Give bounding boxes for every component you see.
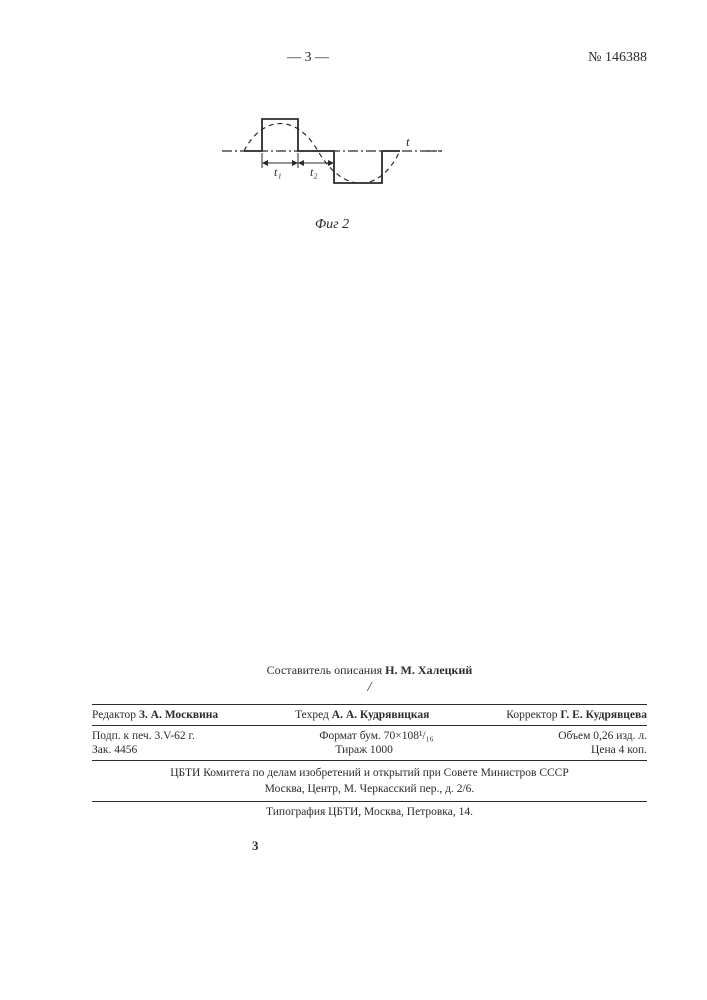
page-header: — 3 — № 146388 — [92, 50, 647, 66]
corrector-block: Корректор Г. Е. Кудрявцева — [506, 709, 647, 721]
waveform-svg: t t₁ t₂ — [222, 106, 442, 206]
corrector-name: Г. Е. Кудрявцева — [560, 709, 647, 721]
rule-3 — [92, 760, 647, 761]
imprint-row-1: Подп. к печ. 3.V-62 г. Формат бум. 70×10… — [92, 730, 647, 742]
credits-row: Редактор З. А. Москвина Техред А. А. Куд… — [92, 709, 647, 721]
volume: Объем 0,26 изд. л. — [558, 730, 647, 742]
page-marker-top: — 3 — — [287, 50, 329, 66]
typography-line: Типография ЦБТИ, Москва, Петровка, 14. — [92, 806, 647, 818]
editor-role: Редактор — [92, 709, 139, 721]
figure-2: t t₁ t₂ Фиг 2 — [222, 106, 442, 233]
axis-label-t: t — [406, 134, 410, 149]
document-number: № 146388 — [588, 50, 647, 66]
price: Цена 4 коп. — [591, 744, 647, 756]
arrow-t1-left — [262, 160, 268, 166]
committee-line-2: Москва, Центр, М. Черкасский пер., д. 2/… — [92, 781, 647, 797]
paper-format: Формат бум. 70×108¹/₁₆ — [319, 730, 433, 742]
order-number: Зак. 4456 — [92, 744, 137, 756]
sine-envelope — [244, 124, 400, 184]
blank-region — [92, 233, 647, 663]
rule-1 — [92, 704, 647, 705]
techred-block: Техред А. А. Кудрявицкая — [295, 709, 429, 721]
slash-mark: / — [92, 680, 647, 696]
page-root: — 3 — № 146388 t t₁ — [0, 0, 707, 1000]
label-t2: t₂ — [310, 165, 318, 179]
sign-date: Подп. к печ. 3.V-62 г. — [92, 730, 195, 742]
arrow-t1-right — [292, 160, 298, 166]
corrector-role: Корректор — [506, 709, 560, 721]
compiler-prefix: Составитель описания — [267, 663, 385, 677]
print-run: Тираж 1000 — [335, 744, 393, 756]
rule-2 — [92, 725, 647, 726]
editor-block: Редактор З. А. Москвина — [92, 709, 218, 721]
page-number-bottom: 3 — [252, 838, 647, 854]
compiler-name: Н. М. Халецкий — [385, 663, 472, 677]
techred-role: Техред — [295, 709, 332, 721]
committee-block: ЦБТИ Комитета по делам изобретений и отк… — [92, 765, 647, 797]
imprint-row-2: Зак. 4456 Тираж 1000 Цена 4 коп. — [92, 744, 647, 756]
label-t1: t₁ — [274, 165, 282, 179]
committee-line-1: ЦБТИ Комитета по делам изобретений и отк… — [92, 765, 647, 781]
figure-caption: Фиг 2 — [222, 217, 442, 233]
editor-name: З. А. Москвина — [139, 709, 218, 721]
rule-4 — [92, 801, 647, 802]
arrow-t2-left — [298, 160, 304, 166]
techred-name: А. А. Кудрявицкая — [332, 709, 430, 721]
compiler-line: Составитель описания Н. М. Халецкий — [92, 663, 647, 678]
